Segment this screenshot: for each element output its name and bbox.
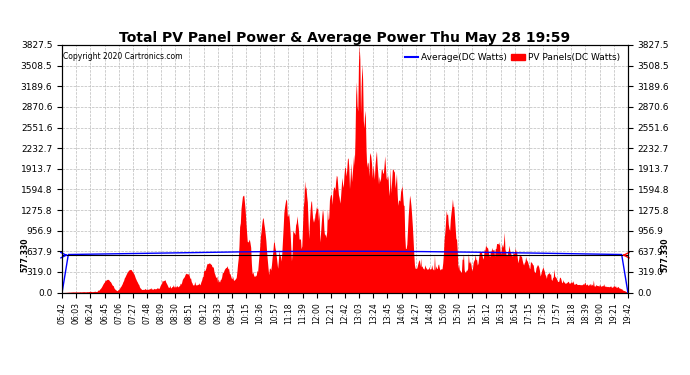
Text: 577.330: 577.330	[660, 238, 669, 272]
Legend: Average(DC Watts), PV Panels(DC Watts): Average(DC Watts), PV Panels(DC Watts)	[401, 50, 623, 66]
Title: Total PV Panel Power & Average Power Thu May 28 19:59: Total PV Panel Power & Average Power Thu…	[119, 31, 571, 45]
Text: 577.330: 577.330	[21, 238, 30, 272]
Text: Copyright 2020 Cartronics.com: Copyright 2020 Cartronics.com	[63, 53, 182, 62]
